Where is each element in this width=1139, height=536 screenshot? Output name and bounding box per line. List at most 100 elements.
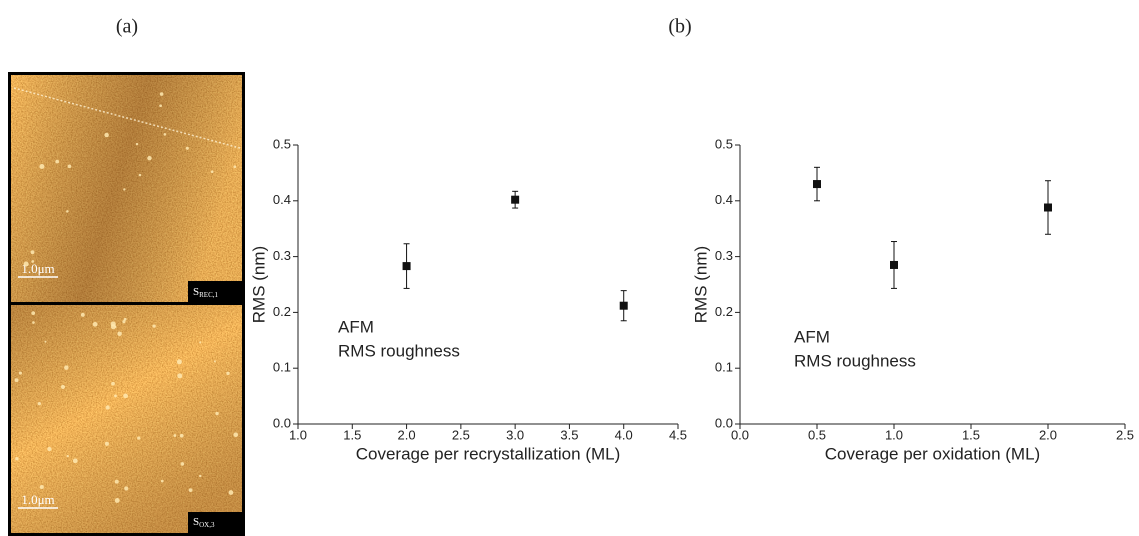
image-label-sub: REC,1 [199, 291, 218, 299]
afm-shade [11, 305, 242, 533]
grain [188, 488, 193, 492]
image-label: SREC,1 [193, 286, 218, 299]
grain [47, 446, 52, 452]
grain [160, 479, 164, 483]
y-tick-label: 0.0 [273, 415, 291, 430]
x-axis-title: Coverage per recrystallization (ML) [356, 444, 621, 463]
grain [92, 321, 98, 327]
grain [215, 411, 219, 416]
grain [15, 457, 19, 461]
grain [32, 321, 35, 324]
x-tick-label: 2.5 [452, 427, 470, 442]
grain [185, 146, 189, 150]
grain [64, 365, 69, 370]
grain [31, 260, 35, 263]
grain [14, 378, 19, 383]
point [402, 262, 411, 271]
image-label-box [188, 512, 242, 533]
grain [80, 312, 85, 317]
grain [60, 384, 66, 390]
x-tick-label: 3.5 [560, 427, 578, 442]
point [813, 180, 821, 189]
y-axis-title: RMS (nm) [249, 246, 268, 323]
y-tick-label: 0.5 [273, 136, 291, 151]
x-tick-label: 4.0 [615, 427, 633, 442]
grain [23, 261, 29, 267]
grain [111, 381, 115, 386]
x-tick-label: 2.0 [1039, 427, 1057, 442]
step-edge [13, 87, 241, 149]
x-tick-label: 2.5 [1116, 427, 1134, 442]
grain [210, 170, 214, 174]
y-tick-label: 0.2 [715, 304, 733, 319]
image-label-main: S [193, 286, 199, 298]
x-tick-label: 1.5 [962, 427, 980, 442]
image-label-sub: OX,3 [199, 521, 215, 529]
grain [39, 163, 45, 170]
grain [152, 324, 156, 328]
image-label-main: S [193, 516, 199, 528]
x-tick-label: 0.0 [731, 427, 749, 442]
annotation: AFM [338, 317, 374, 336]
x-tick-label: 1.0 [885, 427, 903, 442]
grain [30, 250, 35, 255]
grain [123, 317, 127, 321]
grain [228, 490, 234, 495]
grain [104, 132, 109, 138]
y-tick-label: 0.3 [273, 248, 291, 263]
grain [110, 321, 116, 327]
afm-image: 1.0μm SREC,1 [11, 75, 242, 302]
grain [114, 479, 119, 484]
point [1044, 203, 1052, 212]
grain [233, 432, 239, 438]
grain [66, 210, 69, 213]
grain [123, 393, 128, 399]
grain [179, 433, 184, 438]
grain [176, 359, 182, 365]
grain [55, 159, 60, 164]
grain [122, 320, 126, 324]
y-tick-label: 0.0 [715, 415, 733, 430]
afm-image: 1.0μm SOX,3 [11, 305, 242, 533]
grain [123, 188, 126, 191]
grain [173, 434, 177, 437]
grain [177, 373, 183, 379]
grain [180, 462, 185, 466]
y-tick-label: 0.2 [273, 304, 291, 319]
grain [72, 458, 78, 464]
grain [66, 454, 69, 458]
annotation: RMS roughness [794, 351, 916, 370]
panel-label: (a) [116, 16, 138, 38]
grain [114, 394, 117, 398]
grain [44, 340, 47, 343]
image-label: SOX,3 [193, 516, 215, 529]
x-tick-label: 2.0 [398, 427, 416, 442]
afm-shade [11, 75, 242, 302]
annotation: RMS roughness [338, 341, 460, 360]
grain [114, 498, 120, 503]
x-tick-label: 1.0 [289, 427, 307, 442]
grain [104, 441, 109, 446]
point [890, 260, 898, 269]
x-tick-label: 0.5 [808, 427, 826, 442]
grain [226, 371, 230, 376]
point [511, 195, 520, 204]
point [619, 301, 628, 310]
y-tick-label: 0.5 [715, 136, 733, 151]
grain [199, 341, 202, 344]
y-tick-label: 0.4 [273, 192, 291, 207]
grain [39, 484, 44, 490]
panel-label: (b) [668, 16, 691, 38]
grain [31, 311, 36, 316]
grain [159, 104, 162, 108]
grain [233, 165, 237, 169]
grain [105, 405, 110, 410]
grain [137, 436, 141, 440]
annotation: AFM [794, 327, 830, 346]
grain [159, 92, 164, 96]
scale-bar-label: 1.0μm [21, 492, 54, 507]
y-tick-label: 0.4 [715, 192, 733, 207]
grain [138, 173, 142, 177]
scale-bar-label: 1.0μm [21, 261, 54, 276]
